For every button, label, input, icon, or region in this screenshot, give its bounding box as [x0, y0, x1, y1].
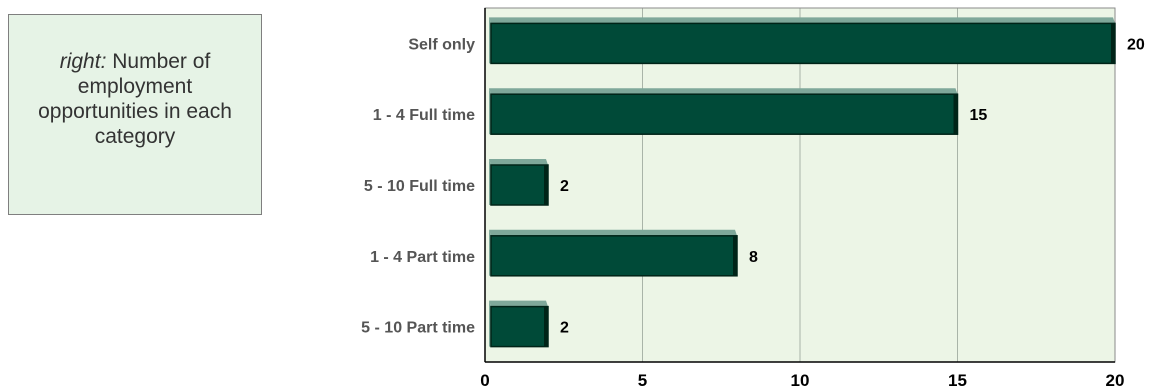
bar-top-2 — [489, 159, 548, 165]
data-label-0: 20 — [1127, 36, 1145, 53]
bar-edge-0 — [1111, 23, 1115, 64]
bar-edge-3 — [733, 235, 737, 276]
x-tick-label-2: 10 — [791, 371, 810, 390]
x-tick-label-0: 0 — [480, 371, 489, 390]
bar-edge-2 — [544, 165, 548, 205]
category-label-1: 1 - 4 Full time — [373, 107, 475, 124]
bar-top-3 — [489, 229, 737, 236]
data-label-1: 15 — [970, 107, 988, 124]
data-label-3: 8 — [749, 249, 758, 266]
caption-prefix: right: — [59, 50, 107, 73]
bar-0 — [490, 22, 1116, 65]
caption-box: right: Number of employment opportunitie… — [8, 14, 262, 215]
bar-edge-1 — [953, 94, 958, 135]
caption-text: Number of employment opportunities in ea… — [38, 50, 232, 148]
bar-top-4 — [489, 300, 548, 307]
data-label-2: 2 — [560, 178, 569, 195]
bar-2 — [490, 164, 549, 206]
data-label-4: 2 — [560, 320, 569, 337]
category-label-2: 5 - 10 Full time — [364, 178, 475, 195]
category-label-3: 1 - 4 Part time — [370, 249, 475, 266]
bar-3 — [490, 235, 738, 277]
x-tick-label-4: 20 — [1106, 371, 1125, 390]
x-tick-label-3: 15 — [948, 371, 967, 390]
category-label-4: 5 - 10 Part time — [361, 320, 475, 337]
bar-top-1 — [489, 88, 958, 95]
bar-top-0 — [489, 17, 1115, 24]
bar-4 — [490, 305, 549, 348]
bar-edge-4 — [544, 306, 548, 347]
x-tick-label-1: 5 — [638, 371, 647, 390]
category-label-0: Self only — [408, 36, 475, 53]
bar-1 — [490, 93, 959, 135]
